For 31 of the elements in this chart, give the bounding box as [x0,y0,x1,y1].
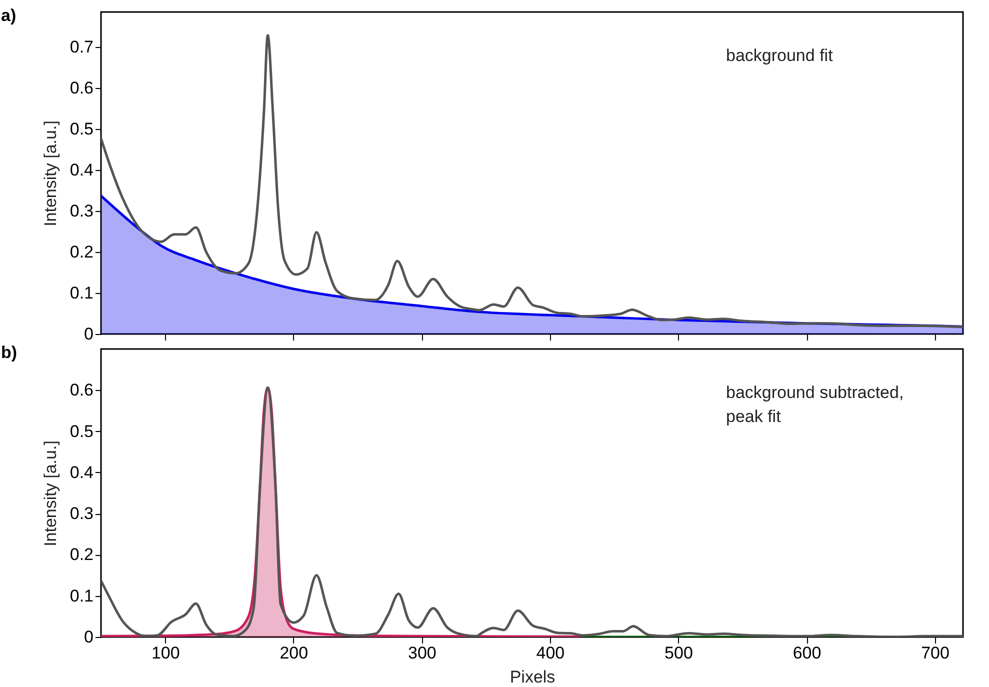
y-tick-label: 0.5 [70,422,94,441]
y-tick-label: 0 [84,628,94,646]
y-tick-label: 0.6 [70,78,94,98]
y-tick-label: 0.3 [70,504,94,524]
y-tick-label: 0.4 [70,160,94,180]
y-tick-label: 0.6 [70,380,94,400]
x-axis-title: Pixels [510,668,556,686]
x-tick-label: 300 [408,644,436,662]
line-series [101,386,963,637]
y-tick-label: 0 [84,324,94,344]
chart-title: a) [1,6,16,25]
y-tick-label: 0.1 [70,586,94,606]
y-tick-label: 0.2 [70,545,94,564]
annotation: background subtracted, peak fit [726,383,904,426]
x-tick-label: 200 [280,644,308,662]
x-tick-label: 400 [536,644,565,662]
annotation: background fit [726,46,834,65]
y-tick-label: 0.2 [70,242,94,262]
y-tick-label: 0.4 [70,462,94,482]
y-axis-title: Intensity [a.u.] [40,440,60,546]
y-tick-label: 0.7 [70,37,94,56]
y-tick-label: 0.5 [70,119,94,138]
y-tick-label: 0.3 [70,201,94,220]
y-tick-label: 0.1 [70,283,94,302]
x-tick-label: 100 [151,644,180,662]
x-tick-label: 600 [792,644,822,662]
x-tick-label: 700 [921,644,950,662]
line-series [101,34,963,328]
chart-title: b) [1,343,18,362]
y-axis-title: Intensity [a.u.] [40,120,60,226]
x-tick-label: 500 [664,644,693,662]
